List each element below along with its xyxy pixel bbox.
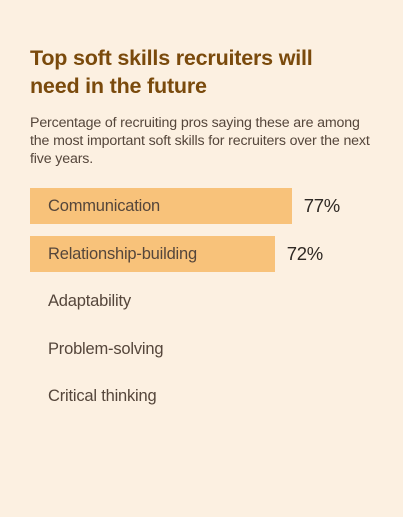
bar-chart: Communication 77% Relationship-building 72%…: [30, 188, 375, 428]
chart-title: Top soft skills recruiters will need in …: [30, 46, 313, 98]
value-label: 72%: [286, 242, 323, 264]
category-label: Relationship-building: [48, 244, 197, 263]
bar: [30, 235, 275, 272]
bar-row: Problem-solving: [30, 331, 375, 367]
bar-row: Relationship-building 72%: [30, 235, 375, 272]
bar-row: Communication 77%: [30, 188, 375, 224]
bar-row: Critical thinking: [30, 378, 375, 414]
category-label: Critical thinking: [48, 387, 157, 405]
category-label: Communication: [48, 197, 161, 215]
bar: [30, 188, 292, 224]
bar-row: Adaptability: [30, 283, 375, 319]
category-label: Adaptability: [48, 292, 131, 310]
category-label: Problem-solving: [48, 339, 164, 358]
value-label: 77%: [303, 195, 340, 216]
chart-subtitle: Percentage of recruiting pros saying the…: [30, 115, 370, 167]
